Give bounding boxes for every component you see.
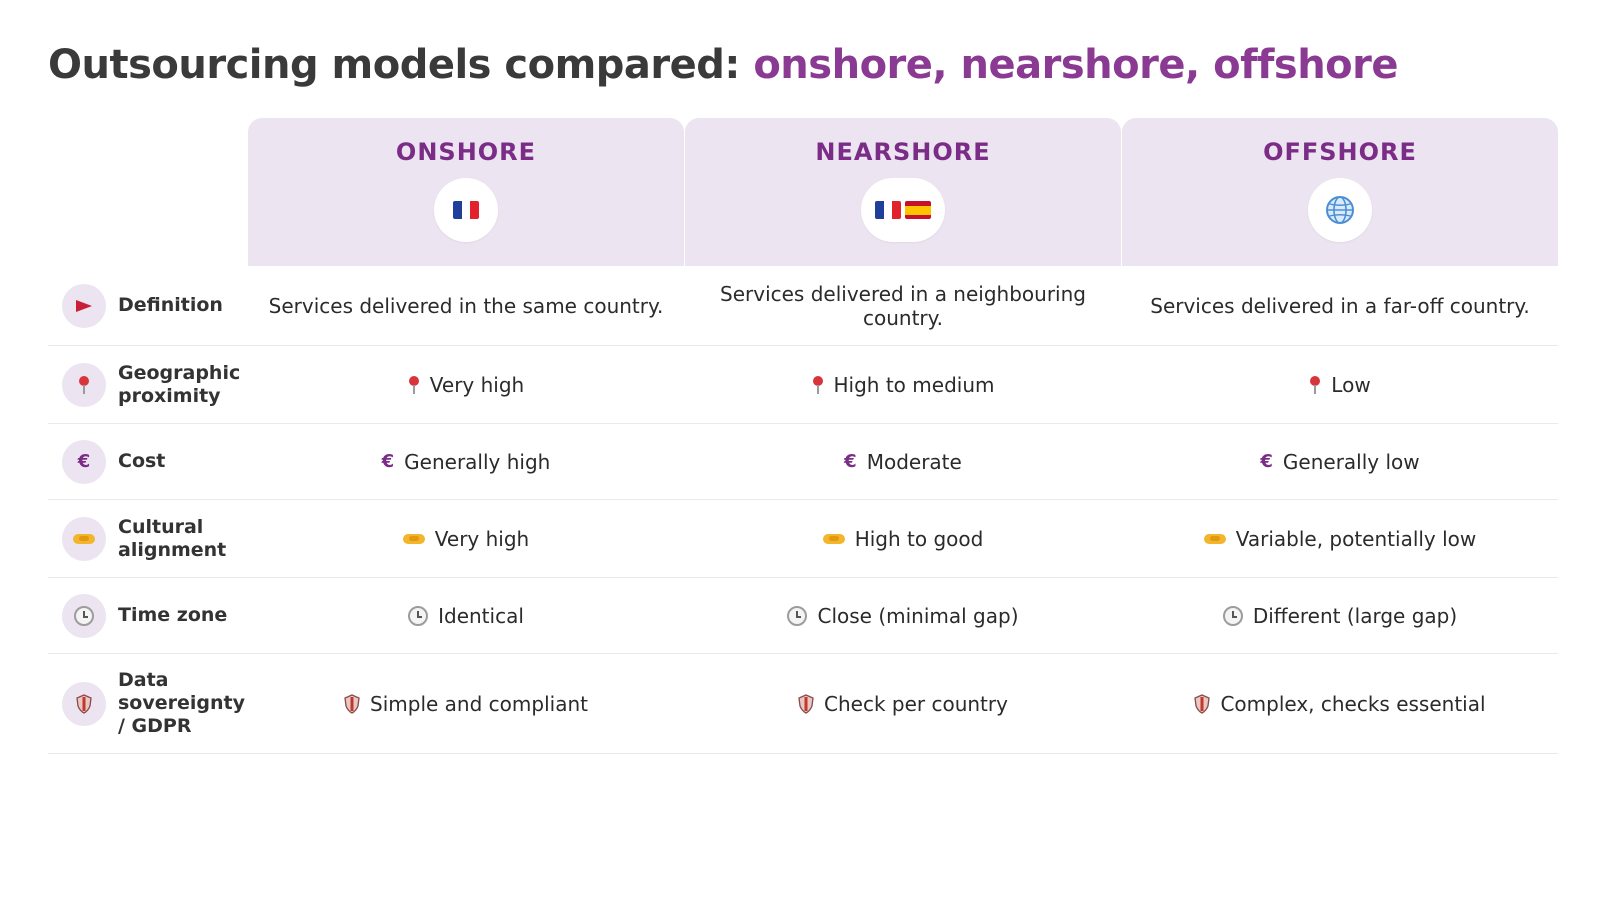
comparison-table: ONSHORE NEARSHORE OFFSHORE xyxy=(48,118,1558,754)
row-label-text: Time zone xyxy=(118,604,228,626)
column-title: NEARSHORE xyxy=(815,138,991,166)
shield-icon xyxy=(344,693,360,714)
column-header-offshore: OFFSHORE xyxy=(1122,118,1558,266)
cell-text: Services delivered in the same country. xyxy=(268,293,664,318)
column-badge xyxy=(861,178,945,242)
row-label-text: Cultural alignment xyxy=(118,515,227,561)
table-cell: Services delivered in a neighbouring cou… xyxy=(685,282,1121,330)
cell-text: Services delivered in a far-off country. xyxy=(1150,293,1530,318)
table-cell: High to good xyxy=(685,527,1121,551)
table-header: ONSHORE NEARSHORE OFFSHORE xyxy=(48,118,1558,266)
handshake-icon xyxy=(402,532,425,546)
clock-icon xyxy=(1222,605,1243,626)
cell-text: Variable, potentially low xyxy=(1235,526,1477,551)
cell-text: Generally low xyxy=(1282,449,1420,474)
cell-text: Close (minimal gap) xyxy=(817,603,1019,628)
shield-icon xyxy=(798,693,814,714)
column-badge xyxy=(434,178,498,242)
table-row-time-zone: Time zone Identical Close (minimal gap) … xyxy=(48,578,1558,654)
table-cell: Simple and compliant xyxy=(248,692,684,716)
cell-text: Check per country xyxy=(824,691,1008,716)
spain-flag-icon xyxy=(905,201,931,219)
pin-icon xyxy=(1309,375,1321,394)
globe-icon xyxy=(1326,196,1354,224)
title-lead: Outsourcing models compared: xyxy=(48,42,754,88)
row-label: Geographic proximity xyxy=(48,346,248,423)
cell-text: Simple and compliant xyxy=(370,691,588,716)
table-cell: Low xyxy=(1122,373,1558,397)
table-row-data-sovereignty: Data sovereignty / GDPR Simple and compl… xyxy=(48,654,1558,754)
table-cell: High to medium xyxy=(685,373,1121,397)
pin-icon xyxy=(62,362,106,407)
table-row-geographic-proximity: Geographic proximity Very high High to m… xyxy=(48,346,1558,424)
table-cell: € Generally high xyxy=(248,450,684,474)
row-label: Time zone xyxy=(48,578,248,653)
cell-text: Complex, checks essential xyxy=(1220,691,1486,716)
table-cell: Close (minimal gap) xyxy=(685,604,1121,628)
table-cell: Services delivered in the same country. xyxy=(248,294,684,318)
table-cell: Check per country xyxy=(685,692,1121,716)
row-label-text: Definition xyxy=(118,294,223,316)
table-cell: Complex, checks essential xyxy=(1122,692,1558,716)
table-cell: € Moderate xyxy=(685,450,1121,474)
row-label: Definition xyxy=(48,266,248,345)
table-cell: Different (large gap) xyxy=(1122,604,1558,628)
column-title: ONSHORE xyxy=(395,138,537,166)
table-cell: Variable, potentially low xyxy=(1122,527,1558,551)
handshake-icon xyxy=(62,516,106,561)
column-title: OFFSHORE xyxy=(1263,138,1417,166)
column-header-onshore: ONSHORE xyxy=(248,118,684,266)
row-label-text: Data sovereignty / GDPR xyxy=(118,669,245,737)
row-label-text: Geographic proximity xyxy=(118,361,241,407)
table-cell: Very high xyxy=(248,373,684,397)
clock-icon xyxy=(408,605,429,626)
cell-text: Very high xyxy=(429,372,525,397)
cell-text: Identical xyxy=(438,603,524,628)
table-cell: € Generally low xyxy=(1122,450,1558,474)
france-flag-icon xyxy=(875,201,901,219)
table-cell: Services delivered in a far-off country. xyxy=(1122,294,1558,318)
pin-icon xyxy=(812,375,824,394)
table-cell: Identical xyxy=(248,604,684,628)
clock-icon xyxy=(62,593,106,638)
cell-text: Moderate xyxy=(866,449,962,474)
row-label: Cultural alignment xyxy=(48,500,248,577)
red-flag-icon xyxy=(62,283,106,328)
title-accent: onshore, nearshore, offshore xyxy=(753,42,1398,88)
cell-text: Low xyxy=(1331,372,1371,397)
shield-icon xyxy=(1194,693,1211,714)
clock-icon xyxy=(787,605,808,626)
cell-text: High to medium xyxy=(833,372,995,397)
euro-icon: € xyxy=(62,439,106,484)
euro-icon: € xyxy=(1260,450,1273,472)
pin-icon xyxy=(408,375,420,394)
shield-icon xyxy=(62,681,106,726)
france-flag-icon xyxy=(453,201,479,219)
cell-text: Generally high xyxy=(404,449,551,474)
column-badge xyxy=(1308,178,1372,242)
table-row-definition: Definition Services delivered in the sam… xyxy=(48,266,1558,346)
header-spacer xyxy=(48,118,248,266)
handshake-icon xyxy=(1203,532,1226,546)
table-cell: Very high xyxy=(248,527,684,551)
table-row-cost: € Cost € Generally high € Moderate € Genera… xyxy=(48,424,1558,500)
cell-text: Different (large gap) xyxy=(1252,603,1458,628)
row-label-text: Cost xyxy=(118,450,166,472)
handshake-icon xyxy=(822,532,845,546)
euro-icon: € xyxy=(844,450,857,472)
table-row-cultural-alignment: Cultural alignment Very high High to goo… xyxy=(48,500,1558,578)
cell-text: High to good xyxy=(854,526,984,551)
column-header-nearshore: NEARSHORE xyxy=(685,118,1121,266)
page-title: Outsourcing models compared: onshore, ne… xyxy=(48,42,1398,88)
cell-text: Services delivered in a neighbouring cou… xyxy=(720,281,1086,330)
euro-icon: € xyxy=(381,450,395,472)
row-label: Data sovereignty / GDPR xyxy=(48,654,248,753)
cell-text: Very high xyxy=(434,526,530,551)
row-label: € Cost xyxy=(48,424,248,499)
